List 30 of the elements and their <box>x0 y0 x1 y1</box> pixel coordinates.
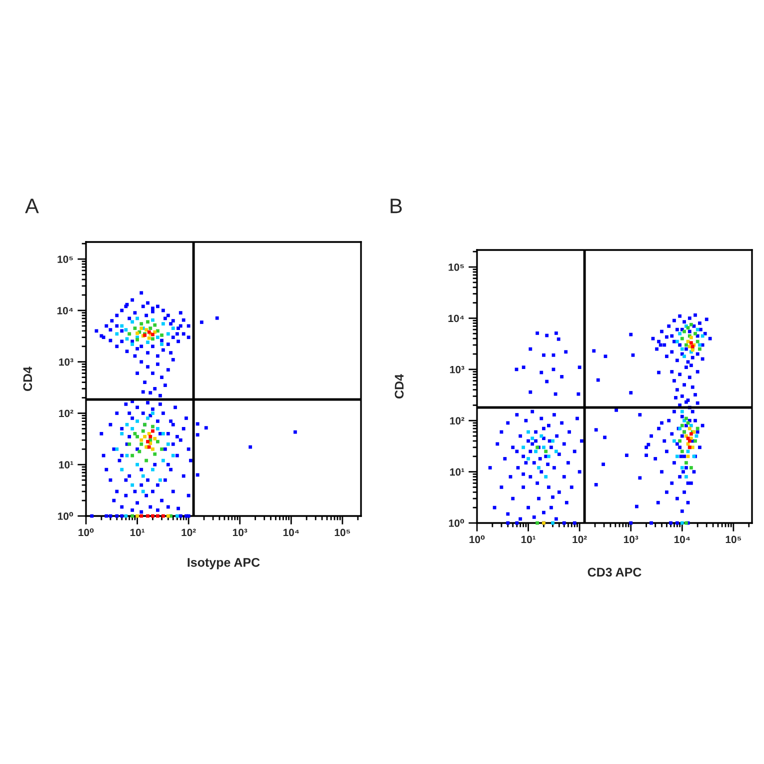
y-axis-title: CD4 <box>394 374 404 398</box>
y-tick-label: 10⁵ <box>448 264 464 271</box>
x-tick-label: 10² <box>572 536 587 544</box>
x-tick-label: 10¹ <box>130 528 144 536</box>
y-tick-label: 10¹ <box>59 461 74 468</box>
y-tick-label: 10⁴ <box>57 306 73 314</box>
x-axis-title: Isotype APC <box>188 558 260 570</box>
y-tick-label: 10⁵ <box>58 256 73 263</box>
x-tick-label: 10⁰ <box>470 535 485 544</box>
y-tick-label: 10³ <box>59 358 74 366</box>
x-tick-label: 10¹ <box>521 536 536 544</box>
y-tick-label: 10² <box>450 417 464 424</box>
x-tick-label: 10⁴ <box>283 528 299 536</box>
y-tick-label: 10⁰ <box>449 519 464 527</box>
y-tick-label: 10⁴ <box>448 314 464 322</box>
x-tick-label: 10² <box>182 528 196 536</box>
chart-title: A <box>25 198 39 214</box>
chart-title: B <box>390 198 402 214</box>
x-tick-label: 10⁵ <box>334 528 350 536</box>
y-tick-label: 10² <box>59 410 74 418</box>
x-tick-label: 10⁵ <box>726 536 742 544</box>
x-tick-label: 10³ <box>624 536 638 544</box>
y-tick-label: 10¹ <box>450 468 464 476</box>
x-tick-label: 10⁴ <box>674 536 690 544</box>
y-tick-label: 10³ <box>450 366 464 374</box>
x-axis-title: CD3 APC <box>588 568 642 577</box>
x-tick-label: 10⁰ <box>78 528 94 536</box>
y-axis-title: CD4 <box>23 366 32 391</box>
x-tick-label: 10³ <box>232 528 248 536</box>
y-tick-label: 10⁰ <box>58 512 74 520</box>
